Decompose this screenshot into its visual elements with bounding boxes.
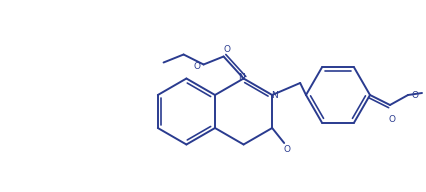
- Text: O: O: [412, 90, 418, 99]
- Text: O: O: [284, 146, 291, 155]
- Text: O: O: [193, 62, 200, 71]
- Text: N: N: [271, 92, 277, 100]
- Text: O: O: [223, 45, 230, 54]
- Text: O: O: [389, 114, 395, 123]
- Text: N: N: [238, 73, 245, 82]
